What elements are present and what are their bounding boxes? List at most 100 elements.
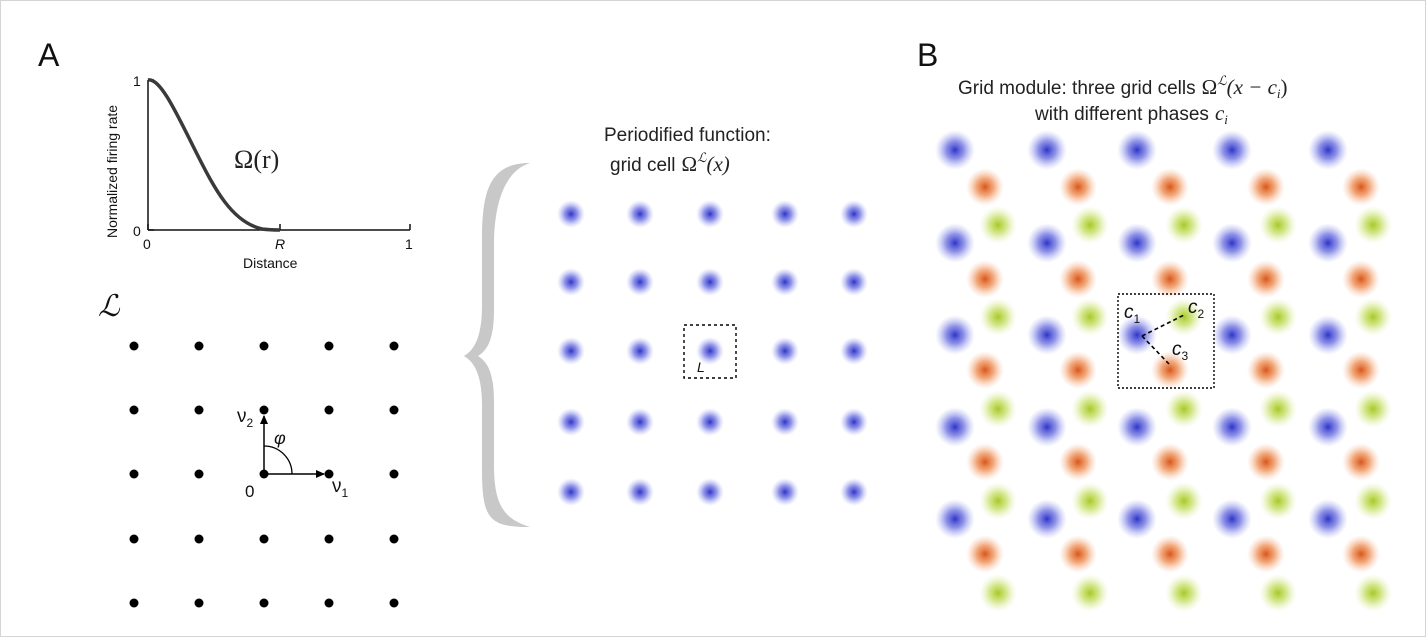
phase-offsets: c1 c2 c3 [1124, 297, 1205, 365]
curve-label: Ω(r) [234, 145, 279, 174]
lattice-point [129, 534, 139, 544]
grid-field-orange [1247, 168, 1285, 206]
grid-field-orange [1151, 351, 1189, 389]
c3-label: c3 [1172, 339, 1189, 363]
grid-field-orange [1059, 260, 1097, 298]
grid-field-blue [557, 200, 585, 228]
angle-label: φ [274, 428, 286, 448]
grid-field-blue [840, 408, 868, 436]
grid-field-blue [1212, 499, 1252, 539]
grid-field-green [1165, 298, 1203, 336]
lattice-point [324, 598, 334, 608]
lattice-point [389, 534, 399, 544]
grid-field-blue [557, 408, 585, 436]
grid-field-green [979, 206, 1017, 244]
panel-a-label: A [38, 37, 60, 73]
lattice-point [324, 405, 334, 415]
grid-field-blue [771, 408, 799, 436]
grid-field-blue [1212, 223, 1252, 263]
lattice-point [129, 598, 139, 608]
grid-field-blue [1212, 315, 1252, 355]
grid-field-blue [935, 130, 975, 170]
grid-field-blue [840, 478, 868, 506]
lattice-point [389, 598, 399, 608]
grid-field-green [979, 482, 1017, 520]
x-tick-0-label: 0 [143, 236, 151, 252]
grid-field-green [1259, 390, 1297, 428]
grid-module-title-line2: with different phases ci [1034, 101, 1228, 127]
periodified-title-line1: Periodified function: [604, 125, 771, 146]
grid-field-green [1259, 574, 1297, 612]
grid-field-orange [1342, 443, 1380, 481]
grid-field-blue [626, 337, 654, 365]
grid-field-green [1354, 206, 1392, 244]
grid-module-title: Grid module: three grid cells Ωℒ(x − ci) … [958, 73, 1288, 127]
grid-field-orange [1059, 535, 1097, 573]
grid-field-blue [935, 315, 975, 355]
grid-field-green [1165, 574, 1203, 612]
grid-field-green [1071, 298, 1109, 336]
lattice-point [194, 598, 204, 608]
grid-field-blue [771, 337, 799, 365]
grid-field-green [1165, 390, 1203, 428]
grid-field-blue [1027, 315, 1067, 355]
grid-field-blue [840, 268, 868, 296]
grid-field-green [1354, 574, 1392, 612]
grid-field-green [1259, 206, 1297, 244]
grid-field-blue [696, 268, 724, 296]
grid-field-blue [840, 200, 868, 228]
grid-field-blue [1308, 407, 1348, 447]
grid-field-orange [1059, 443, 1097, 481]
x-tick-r-label: R [275, 236, 285, 252]
y-tick-1-label: 1 [133, 73, 141, 89]
lattice-point [389, 405, 399, 415]
grid-field-orange [1342, 535, 1380, 573]
grid-module-title-line1: Grid module: three grid cells Ωℒ(x − ci) [958, 73, 1288, 101]
grid-field-orange [966, 260, 1004, 298]
grid-field-green [979, 574, 1017, 612]
grid-field-blue [771, 200, 799, 228]
phase-line-c2 [1141, 314, 1185, 337]
curly-brace [464, 163, 530, 527]
grid-field-orange [1247, 535, 1285, 573]
lattice-points [129, 341, 399, 608]
unit-cell-box [683, 324, 737, 379]
grid-field-blue [626, 268, 654, 296]
lattice-point [259, 341, 269, 351]
lattice-point [389, 469, 399, 479]
grid-field-orange [966, 535, 1004, 573]
grid-field-orange [1059, 168, 1097, 206]
firing-rate-plot: 1 0 0 R 1 Distance Normalized firing rat… [104, 73, 413, 271]
grid-field-blue [626, 200, 654, 228]
lattice-point [129, 405, 139, 415]
grid-field-blue [1117, 315, 1157, 355]
grid-field-blue [1117, 130, 1157, 170]
grid-field-blue [1308, 315, 1348, 355]
grid-field-blue [1308, 499, 1348, 539]
grid-field-orange [1342, 260, 1380, 298]
grid-field-green [1071, 482, 1109, 520]
grid-field-orange [966, 351, 1004, 389]
v2-label: ν2 [237, 406, 254, 430]
unit-cell-label: L [697, 359, 705, 375]
v1-sub: 1 [342, 486, 349, 500]
grid-field-green [979, 298, 1017, 336]
lattice-point [259, 405, 269, 415]
grid-field-orange [1151, 443, 1189, 481]
panel-b-label: B [917, 37, 938, 73]
v1-label: ν1 [332, 476, 349, 500]
grid-field-green [1259, 298, 1297, 336]
grid-field-blue [1117, 499, 1157, 539]
firing-rate-curve [147, 78, 281, 232]
grid-field-blue [626, 408, 654, 436]
grid-field-orange [1151, 535, 1189, 573]
grid-field-orange [1247, 260, 1285, 298]
grid-field-orange [1342, 351, 1380, 389]
grid-field-green [1354, 298, 1392, 336]
grid-field-blue [1212, 407, 1252, 447]
grid-field-blue [696, 200, 724, 228]
lattice-point [324, 534, 334, 544]
y-axis-label: Normalized firing rate [104, 105, 120, 238]
lattice-point [259, 598, 269, 608]
grid-field-blue [696, 478, 724, 506]
